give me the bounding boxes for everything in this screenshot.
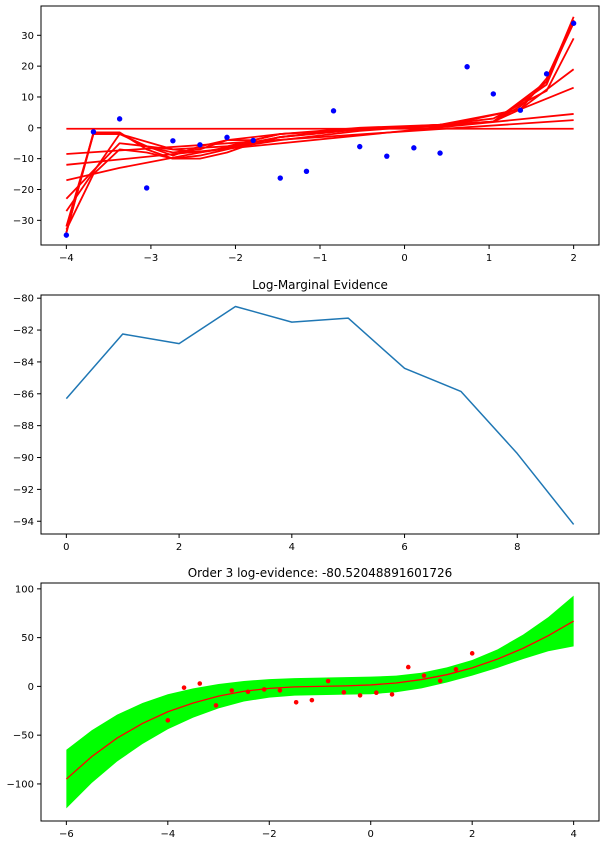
x-tick-label: 2 — [570, 253, 576, 264]
y-tick-label: 30 — [21, 31, 34, 42]
y-tick-label: −80 — [13, 294, 34, 305]
panel-1-axes-frame — [40, 5, 600, 246]
data-point — [330, 108, 337, 114]
x-tick-label: −2 — [262, 829, 277, 840]
data-point — [90, 129, 97, 135]
data-point — [277, 688, 283, 693]
panel-2-log-marginal-evidence: Log-Marginal Evidence 0 2 4 6 8 −94 −92 −90 −88 −… — [13, 278, 600, 553]
data-point — [170, 138, 176, 144]
data-point — [357, 693, 363, 698]
data-point — [570, 20, 577, 26]
data-point — [309, 697, 315, 703]
confidence-band — [66, 595, 574, 809]
fitted-curve — [65, 620, 574, 780]
data-point — [277, 175, 283, 181]
y-tick-label: −100 — [7, 779, 34, 790]
data-point — [517, 107, 524, 113]
x-tick-label: −4 — [160, 829, 175, 840]
y-tick-label: −10 — [13, 154, 34, 165]
data-point — [411, 145, 417, 151]
panel-2-title: Log-Marginal Evidence — [252, 278, 388, 292]
data-point — [421, 673, 427, 678]
y-tick-label: −92 — [13, 485, 34, 496]
data-point — [341, 690, 347, 695]
data-point — [293, 699, 299, 705]
y-tick-label: 50 — [21, 633, 34, 644]
data-point — [384, 153, 390, 159]
data-point — [229, 688, 235, 693]
y-tick-label: 20 — [21, 62, 34, 73]
y-tick-label: −50 — [13, 731, 34, 742]
x-tick-label: 8 — [514, 542, 520, 553]
data-point — [165, 718, 171, 723]
y-tick-label: −88 — [13, 421, 34, 432]
panel-3-order-3-fit: Order 3 log-evidence: -80.52048891601726… — [7, 566, 600, 840]
x-tick-label: 4 — [570, 829, 576, 840]
y-tick-label: −82 — [13, 326, 34, 337]
data-point — [197, 142, 203, 148]
data-point — [469, 651, 475, 656]
panel-2-plot-area — [65, 305, 575, 525]
panel-2-axes-frame — [40, 294, 600, 535]
x-tick-label: 2 — [469, 829, 475, 840]
data-point — [437, 678, 443, 684]
x-tick-label: −4 — [59, 253, 74, 264]
y-tick-label: 0 — [28, 682, 34, 693]
data-point — [197, 681, 203, 686]
panel-3-axes-frame — [40, 582, 600, 822]
data-point — [453, 667, 459, 672]
data-point — [181, 685, 187, 690]
x-tick-label: 4 — [289, 542, 295, 553]
data-point — [464, 64, 470, 70]
data-point — [543, 71, 550, 77]
panel-3-title: Order 3 log-evidence: -80.52048891601726 — [188, 566, 453, 580]
panel-3-plot-area — [65, 595, 574, 809]
x-tick-label: 0 — [401, 253, 407, 264]
panel-2-ticks: 0 2 4 6 8 −94 −92 −90 −88 −86 −84 −82 −80 — [13, 294, 521, 553]
x-tick-label: −2 — [228, 253, 243, 264]
data-point — [357, 143, 363, 150]
y-tick-label: 10 — [21, 92, 34, 103]
data-point — [143, 185, 150, 191]
y-tick-label: −90 — [13, 453, 34, 464]
data-point — [437, 150, 443, 156]
data-point — [303, 168, 310, 174]
y-tick-label: 0 — [28, 123, 34, 134]
x-tick-label: 0 — [368, 829, 374, 840]
data-point — [325, 678, 331, 684]
x-tick-label: −3 — [144, 253, 159, 264]
y-tick-label: −94 — [13, 517, 34, 528]
x-tick-label: 2 — [176, 542, 182, 553]
panel-3-ticks: −6 −4 −2 0 2 4 −100 −50 0 50 100 — [7, 584, 577, 840]
data-point — [405, 664, 411, 670]
data-point — [250, 137, 256, 144]
data-point — [213, 703, 219, 708]
data-point — [490, 91, 497, 97]
series-line-1 — [65, 305, 575, 525]
data-point — [116, 116, 123, 122]
data-point — [374, 690, 379, 696]
x-tick-label: 1 — [486, 253, 492, 264]
x-tick-label: 0 — [63, 542, 69, 553]
series-line-10 — [65, 22, 575, 233]
data-point — [245, 689, 251, 695]
y-tick-label: −86 — [13, 389, 34, 400]
data-point — [261, 687, 267, 692]
x-tick-label: −1 — [313, 253, 328, 264]
y-tick-label: 100 — [15, 584, 34, 595]
data-point — [389, 692, 395, 697]
y-tick-label: −84 — [13, 357, 34, 368]
data-point — [63, 232, 70, 238]
panel-1-plot-area — [63, 16, 577, 238]
data-point — [224, 134, 230, 141]
x-tick-label: −6 — [59, 829, 74, 840]
y-tick-label: −30 — [13, 216, 34, 227]
x-tick-label: 6 — [401, 542, 407, 553]
y-tick-label: −20 — [13, 185, 34, 196]
